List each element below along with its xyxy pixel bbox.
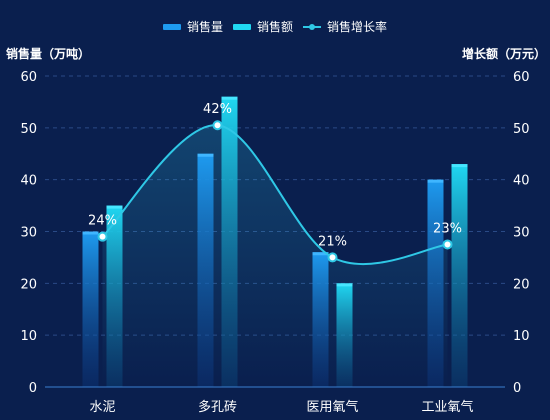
growth-point — [212, 120, 223, 131]
growth-point — [97, 231, 108, 242]
y-tick-right: 20 — [513, 277, 530, 292]
bar-sales-amount — [451, 164, 468, 387]
y-axis-title-left: 销售量（万吨） — [6, 46, 90, 61]
legend-swatch — [163, 24, 181, 30]
bar-sales-amount-cap — [106, 205, 123, 209]
bar-sales-amount-cap — [451, 164, 468, 168]
y-tick-right: 40 — [513, 174, 530, 189]
growth-point — [442, 239, 453, 250]
axes: 0 0 10 10 20 20 30 30 40 40 50 50 60 60 销售量（万吨） 增长额（万元）… — [6, 46, 546, 415]
growth-line: 24% 42% 21% 23% — [88, 102, 462, 266]
y-tick-right: 60 — [513, 70, 530, 85]
growth-label: 21% — [318, 234, 347, 249]
growth-label: 24% — [88, 214, 117, 229]
y-tick-left: 60 — [20, 70, 37, 85]
y-tick-left: 40 — [20, 174, 37, 189]
y-tick-left: 0 — [29, 381, 37, 396]
bar-sales-amount-cap — [221, 96, 238, 100]
growth-line-path — [101, 124, 448, 266]
bar-sales-volume — [427, 179, 444, 387]
growth-label: 42% — [203, 102, 232, 117]
bar-sales-amount — [106, 205, 123, 387]
growth-label: 23% — [433, 221, 462, 236]
legend-swatch-dot — [309, 24, 315, 30]
legend-swatch — [233, 24, 251, 30]
growth-area — [102, 125, 448, 388]
bar-sales-volume-cap — [82, 231, 99, 235]
y-tick-left: 30 — [20, 226, 37, 241]
x-tick-label: 多孔砖 — [198, 399, 237, 415]
x-tick-label: 水泥 — [89, 400, 115, 415]
bar-sales-volume — [312, 252, 329, 387]
y-tick-right: 30 — [513, 226, 530, 241]
bar-sales-volume-cap — [427, 179, 444, 183]
y-tick-left: 10 — [20, 329, 37, 344]
bar-sales-amount — [336, 283, 353, 387]
legend: 销售量 销售额 销售增长率 — [163, 19, 387, 34]
bar-sales-volume-cap — [312, 252, 329, 256]
bar-sales-volume — [197, 153, 214, 387]
legend-label: 销售额 — [257, 19, 293, 34]
y-tick-right: 10 — [513, 329, 530, 344]
bars — [82, 96, 468, 387]
x-tick-label: 医用氧气 — [306, 399, 358, 415]
y-tick-left: 50 — [20, 122, 37, 137]
y-axis-title-right: 增长额（万元） — [462, 46, 546, 61]
y-tick-right: 50 — [513, 122, 530, 137]
line-area — [102, 125, 448, 388]
bar-sales-amount-cap — [336, 283, 353, 287]
x-tick-label: 工业氧气 — [421, 399, 473, 415]
bar-sales-volume-cap — [197, 153, 214, 157]
legend-label: 销售增长率 — [327, 19, 387, 34]
legend-label: 销售量 — [187, 19, 223, 34]
y-tick-left: 20 — [20, 277, 37, 292]
bar-sales-amount — [221, 96, 238, 387]
y-tick-right: 0 — [513, 381, 521, 396]
growth-point — [327, 252, 338, 263]
bar-sales-volume — [82, 231, 99, 387]
